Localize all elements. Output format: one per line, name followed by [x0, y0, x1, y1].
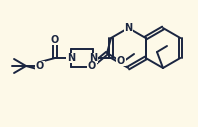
Text: N: N	[124, 23, 132, 33]
Text: N: N	[67, 53, 75, 63]
Text: N: N	[89, 53, 97, 63]
Text: O: O	[88, 61, 96, 71]
Text: O: O	[36, 61, 44, 71]
Text: O: O	[117, 56, 125, 66]
Text: O: O	[51, 35, 59, 45]
